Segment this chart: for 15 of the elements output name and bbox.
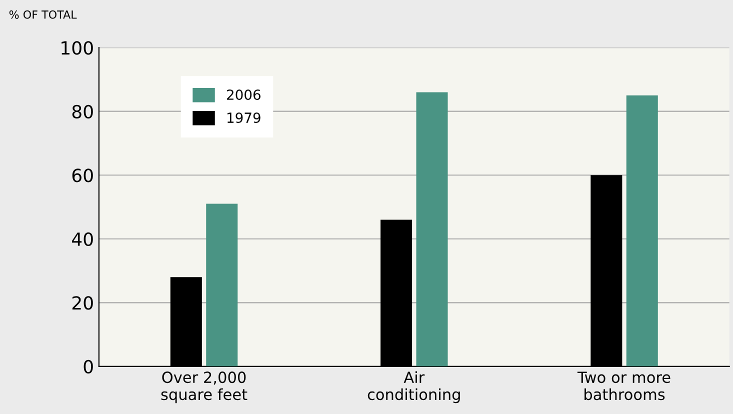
- legend-label: 2006: [227, 89, 260, 100]
- y-tick-label: 100: [62, 41, 93, 55]
- x-tick-label: Two or more bathrooms: [577, 372, 670, 400]
- bar: [416, 92, 448, 366]
- y-tick-label: 40: [72, 232, 93, 246]
- y-axis-title: % OF TOTAL: [9, 10, 77, 19]
- x-tick-label: Air conditioning: [368, 371, 460, 404]
- x-tick-label: Over 2,000 square feet: [161, 372, 248, 404]
- bar: [626, 95, 658, 366]
- y-tick-label: 80: [72, 104, 93, 118]
- legend-label: 1979: [228, 112, 260, 124]
- y-tick-label: 60: [72, 168, 93, 182]
- y-tick-label: 20: [72, 296, 93, 310]
- y-tick-label: 0: [84, 360, 93, 374]
- bar: [206, 204, 238, 366]
